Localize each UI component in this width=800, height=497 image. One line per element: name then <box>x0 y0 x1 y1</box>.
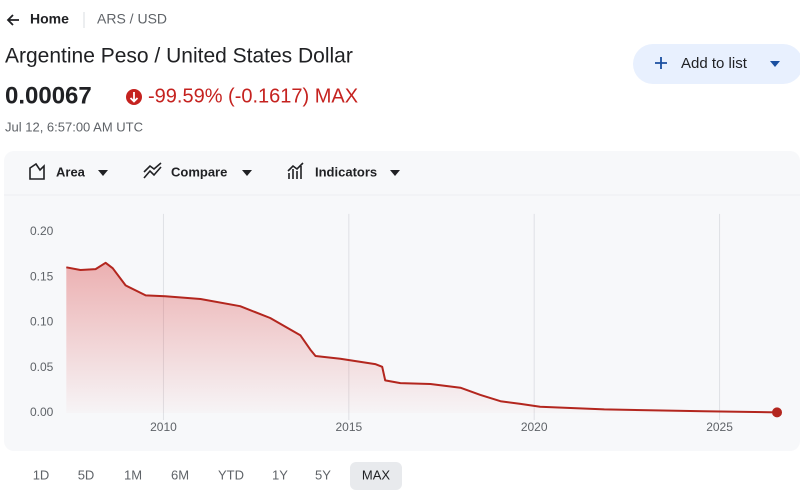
range-label: 5D <box>78 467 95 482</box>
button-label: Add to list <box>681 55 748 72</box>
title: Argentine Peso / United States Dollar <box>5 45 353 68</box>
down-icon <box>126 89 142 105</box>
back-link[interactable]: Home <box>6 11 69 27</box>
range-label: 1M <box>124 467 142 482</box>
line <box>66 261 778 414</box>
range-label: 5Y <box>315 467 331 482</box>
caret <box>242 170 252 176</box>
range-button[interactable]: 5D <box>78 467 95 482</box>
indicators-icon <box>287 162 304 179</box>
toolbar-label: Indicators <box>315 164 377 179</box>
home-link[interactable]: Home <box>30 11 69 27</box>
toolbar: Area Compare Indicators <box>56 164 400 179</box>
back-arrow <box>6 14 19 26</box>
button-bg <box>633 44 800 84</box>
range-label: MAX <box>362 467 391 482</box>
range-label: 1D <box>33 467 50 482</box>
y-tick-label: 0.10 <box>30 315 54 329</box>
change: -99.59% (-0.1617) MAX <box>148 85 358 107</box>
pair: ARS / USD <box>97 11 167 27</box>
range-label: 6M <box>171 467 189 482</box>
range-label: YTD <box>218 467 244 482</box>
y-tick-label: 0.05 <box>30 360 54 374</box>
y-tick-label: 0.15 <box>30 269 54 283</box>
y-tick-label: 0.00 <box>30 405 54 419</box>
range-button[interactable]: 6M <box>171 467 189 482</box>
area-icon <box>29 162 45 180</box>
toolbar-button[interactable]: Area <box>56 164 108 179</box>
range-label: 1Y <box>272 467 288 482</box>
area <box>66 262 778 413</box>
range-button[interactable]: 1M <box>124 467 142 482</box>
x-tick-label: 2010 <box>150 420 177 434</box>
toolbar-button[interactable]: Indicators <box>315 164 400 179</box>
range-selected-bg <box>350 462 402 490</box>
range-selector: 1D 5D 1M 6M YTD 1Y 5Y MAX <box>33 462 402 490</box>
toolbar-label: Area <box>56 164 86 179</box>
plus-icon <box>655 57 667 69</box>
timestamp: Jul 12, 6:57:00 AM UTC <box>5 119 143 134</box>
add-to-list-button[interactable]: Add to list <box>633 44 800 84</box>
range-button[interactable]: MAX <box>350 462 402 490</box>
range-button[interactable]: 1D <box>33 467 50 482</box>
x-tick-label: 2015 <box>335 420 362 434</box>
x-tick-label: 2025 <box>706 420 733 434</box>
caret <box>98 170 108 176</box>
compare-icon <box>143 162 162 179</box>
chart: 2010 2015 2020 2025 0.00 0.05 0.10 0.15 0.20 <box>30 213 783 434</box>
toolbar-label: Compare <box>171 164 227 179</box>
y-tick-label: 0.20 <box>30 224 54 238</box>
caret <box>390 170 400 176</box>
range-button[interactable]: 5Y <box>315 467 331 482</box>
range-button[interactable]: YTD <box>218 467 244 482</box>
last-point <box>772 407 783 418</box>
price: 0.00067 <box>5 82 92 109</box>
x-tick-label: 2020 <box>521 420 548 434</box>
toolbar-button[interactable]: Compare <box>171 164 252 179</box>
range-button[interactable]: 1Y <box>272 467 288 482</box>
caret <box>770 61 780 67</box>
